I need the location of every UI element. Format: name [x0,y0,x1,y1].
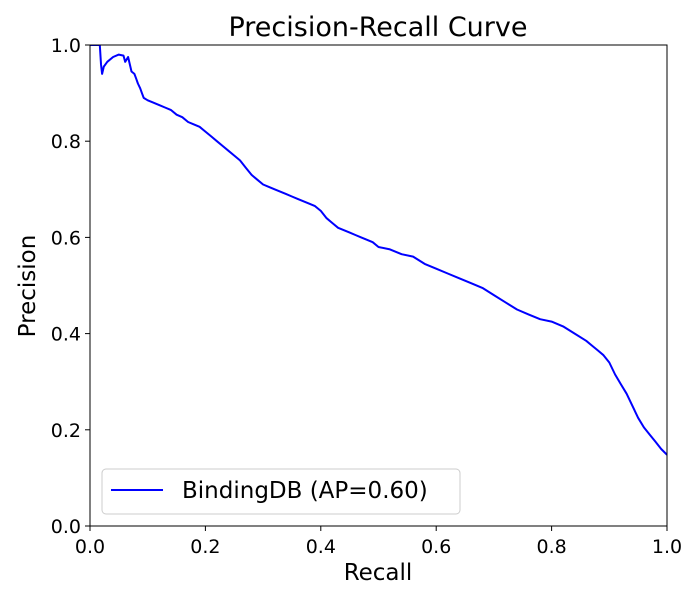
plot-frame [89,44,668,527]
x-tick-label: 1.0 [652,536,682,558]
y-tick-label: 1.0 [51,35,81,57]
y-tick-label: 0.0 [51,516,81,538]
y-tick-label: 0.2 [51,420,81,442]
x-tick-label: 0.0 [75,536,105,558]
x-tick-label: 0.8 [536,536,566,558]
y-tick-label: 0.8 [51,131,81,153]
x-axis-label: Recall [344,560,413,586]
legend-label: BindingDB (AP=0.60) [182,478,428,504]
legend: BindingDB (AP=0.60) [101,468,461,515]
x-tick-label: 0.4 [306,536,336,558]
y-axis-label: Precision [15,235,41,338]
y-tick-label: 0.4 [51,324,81,346]
x-tick-label: 0.2 [190,536,220,558]
legend-box [101,468,461,515]
y-tick-label: 0.6 [51,227,81,249]
x-tick-label: 0.6 [421,536,451,558]
chart-title: Precision-Recall Curve [228,12,527,43]
series-line-bindingdb [90,45,667,456]
